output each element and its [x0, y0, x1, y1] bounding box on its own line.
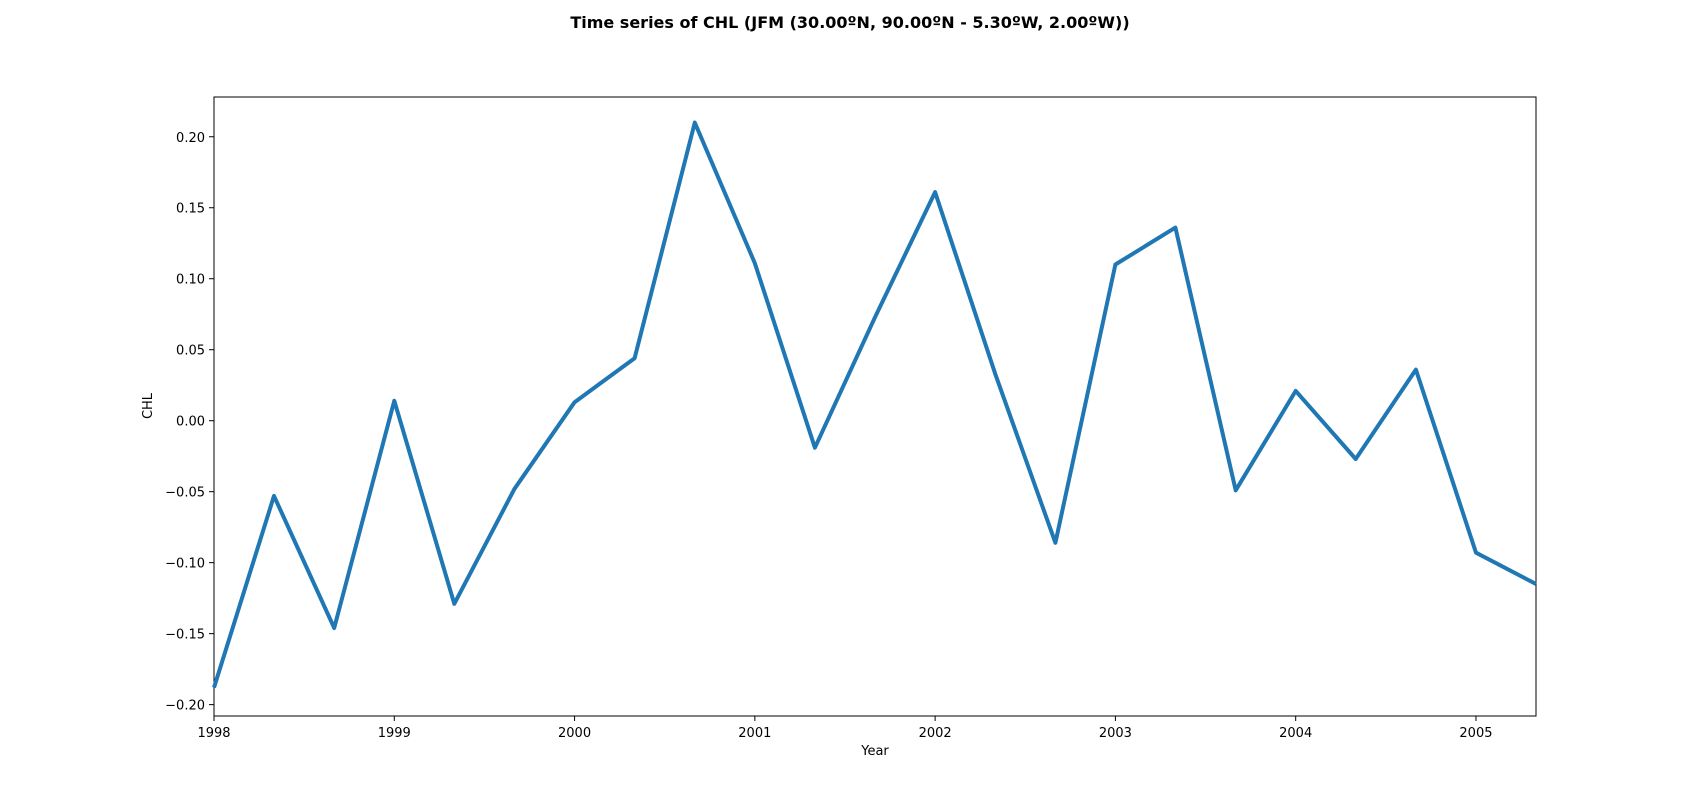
y-tick-label: −0.15 [165, 628, 205, 643]
x-tick-label: 2003 [1099, 726, 1132, 741]
y-tick-label: 0.20 [176, 131, 205, 146]
y-tick-label: 0.05 [176, 344, 205, 359]
series-layer [212, 120, 1537, 689]
y-tick-label: 0.15 [176, 202, 205, 217]
chart-title: Time series of CHL (JFM (30.00ºN, 90.00º… [570, 13, 1129, 32]
x-tick-label: 2000 [558, 726, 591, 741]
x-tick-label: 2002 [919, 726, 952, 741]
plot-area [213, 96, 1537, 717]
y-tick-label: −0.05 [165, 486, 205, 501]
x-tick-label: 2004 [1279, 726, 1312, 741]
x-tick-label: 2001 [738, 726, 771, 741]
y-axis: −0.20 −0.15 −0.10 −0.05 0.00 0.05 0.10 0.15 0.20 [165, 131, 214, 714]
y-tick-label: 0.10 [176, 273, 205, 288]
x-tick-label: 1999 [378, 726, 411, 741]
y-tick-label: −0.20 [165, 699, 205, 714]
x-tick-label: 1998 [197, 726, 230, 741]
y-tick-label: 0.00 [176, 415, 205, 430]
x-axis-label: Year [860, 744, 889, 759]
y-axis-label: CHL [141, 392, 156, 419]
x-axis: 1998 1999 2000 2001 2002 2003 2004 2005 [197, 716, 1493, 741]
x-tick-label: 2005 [1459, 726, 1492, 741]
y-tick-label: −0.10 [165, 557, 205, 572]
series-line [212, 120, 1537, 689]
